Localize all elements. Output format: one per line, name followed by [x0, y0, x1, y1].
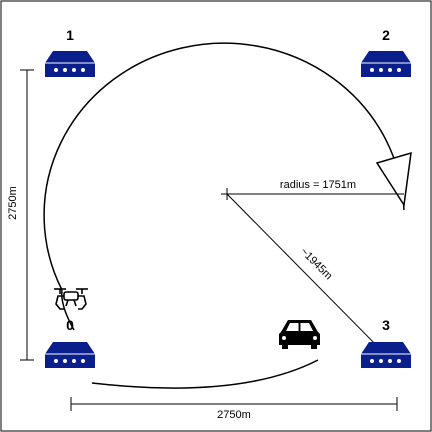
width-label: 2750m: [217, 409, 251, 421]
direction-arrow-icon: [375, 151, 412, 208]
drone-icon: [54, 288, 88, 310]
orbit-path-left: [61, 289, 75, 331]
diagonal-line: [226, 193, 385, 354]
width-dimension: [70, 397, 398, 411]
radius-label: radius = 1751m: [280, 179, 356, 191]
base-station-icon: [360, 341, 412, 369]
station-label-0: 0: [66, 317, 74, 333]
height-label: 2750m: [7, 186, 19, 220]
orbit-path-upper: [43, 42, 405, 291]
car-icon: [279, 320, 320, 349]
base-station-icon: [360, 50, 412, 78]
diagonal-label: ~1945m: [298, 245, 335, 282]
base-station-icon: [44, 50, 96, 78]
station-label-2: 2: [382, 27, 390, 43]
station-label-3: 3: [382, 317, 390, 333]
orbit-path-lower: [91, 359, 319, 389]
base-station-icon: [44, 341, 96, 369]
station-label-1: 1: [66, 27, 74, 43]
height-dimension: [20, 69, 34, 361]
